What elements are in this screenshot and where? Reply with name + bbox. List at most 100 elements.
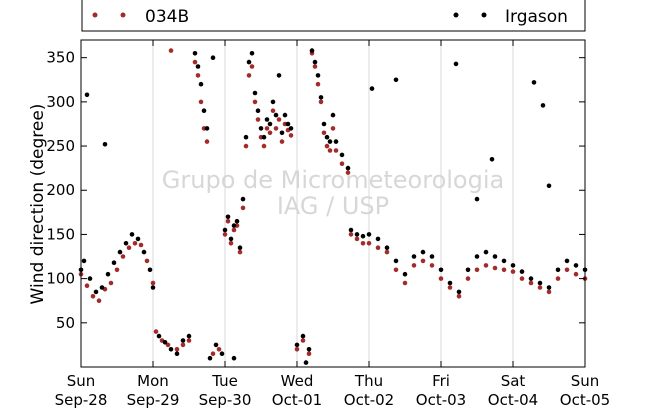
legend-marker-irgason-1 bbox=[453, 12, 459, 18]
point-034b-55 bbox=[315, 81, 321, 87]
point-034b-57 bbox=[321, 130, 327, 136]
point-irgason-51 bbox=[282, 112, 288, 118]
point-irgason-102 bbox=[531, 80, 537, 85]
point-034b-82 bbox=[501, 267, 507, 273]
x-tick-day-4: Thu bbox=[354, 372, 383, 390]
legend-marker-irgason-2 bbox=[481, 12, 487, 18]
point-irgason-26 bbox=[204, 126, 210, 131]
point-irgason-101 bbox=[573, 263, 579, 268]
watermark-line1: Grupo de Micrometeorologia bbox=[162, 166, 504, 194]
point-irgason-54 bbox=[231, 355, 237, 361]
point-irgason-28 bbox=[213, 342, 219, 348]
point-034b-80 bbox=[483, 263, 489, 268]
plot-frame bbox=[80, 39, 586, 368]
point-irgason-4 bbox=[99, 285, 105, 290]
point-034b-61 bbox=[333, 148, 339, 153]
point-irgason-39 bbox=[246, 59, 252, 65]
legend-label-034B: 034B bbox=[145, 7, 189, 27]
point-irgason-35 bbox=[234, 218, 240, 224]
point-irgason-42 bbox=[255, 108, 261, 113]
point-034b-16 bbox=[168, 48, 174, 53]
point-irgason-19 bbox=[174, 351, 180, 357]
point-irgason-17 bbox=[162, 340, 168, 345]
point-irgason-20 bbox=[180, 338, 186, 343]
point-irgason-95 bbox=[519, 269, 525, 274]
point-irgason-84 bbox=[447, 280, 453, 286]
point-034b-26 bbox=[216, 347, 222, 352]
point-irgason-94 bbox=[510, 263, 516, 268]
point-irgason-103 bbox=[540, 103, 546, 108]
point-034b-62 bbox=[339, 161, 345, 166]
point-irgason-36 bbox=[237, 245, 243, 250]
point-034b-2 bbox=[90, 294, 96, 299]
legend-label-irgason: Irgason bbox=[505, 7, 568, 27]
point-034b-29 bbox=[228, 241, 234, 246]
point-034b-59 bbox=[327, 148, 333, 153]
point-irgason-49 bbox=[276, 73, 282, 78]
point-034b-19 bbox=[186, 338, 192, 343]
point-irgason-55 bbox=[294, 342, 300, 348]
point-034b-40 bbox=[261, 143, 267, 149]
point-irgason-3 bbox=[93, 289, 99, 295]
point-irgason-60 bbox=[315, 73, 321, 78]
series-034B-points bbox=[78, 48, 588, 357]
point-034b-43 bbox=[270, 108, 276, 113]
point-034b-6 bbox=[114, 267, 120, 273]
legend-marker-034B-1 bbox=[92, 12, 98, 18]
y-tick-label-300: 300 bbox=[46, 93, 75, 111]
point-034b-25 bbox=[210, 351, 216, 357]
point-034b-87 bbox=[546, 289, 552, 295]
y-tick-label-50: 50 bbox=[56, 314, 75, 332]
gridlines bbox=[152, 40, 514, 367]
point-034b-58 bbox=[324, 143, 330, 149]
point-irgason-70 bbox=[354, 232, 360, 237]
point-irgason-23 bbox=[195, 64, 201, 69]
point-034b-72 bbox=[411, 263, 417, 268]
point-irgason-44 bbox=[261, 134, 267, 140]
point-034b-49 bbox=[288, 133, 294, 138]
y-axis: 50 100 150 200 250 300 350 bbox=[46, 49, 585, 332]
point-irgason-11 bbox=[141, 249, 147, 255]
point-034b-37 bbox=[252, 99, 258, 105]
point-irgason-47 bbox=[270, 99, 276, 105]
x-tick-date-4: Oct-02 bbox=[344, 391, 394, 409]
point-034b-34 bbox=[243, 143, 249, 149]
x-tick-day-5: Fri bbox=[432, 372, 450, 390]
point-irgason-29 bbox=[219, 351, 225, 357]
point-034b-7 bbox=[120, 254, 126, 259]
point-034b-71 bbox=[402, 280, 408, 286]
y-tick-label-250: 250 bbox=[46, 137, 75, 155]
point-034b-46 bbox=[279, 139, 285, 144]
point-034b-5 bbox=[108, 280, 114, 286]
point-034b-1 bbox=[84, 283, 90, 289]
point-irgason-53 bbox=[288, 126, 294, 131]
point-irgason-98 bbox=[546, 285, 552, 290]
point-irgason-40 bbox=[249, 51, 255, 56]
point-irgason-48 bbox=[273, 112, 279, 118]
x-tick-date-2: Sep-30 bbox=[199, 391, 252, 409]
point-irgason-99 bbox=[555, 267, 561, 273]
point-034b-8 bbox=[126, 245, 132, 250]
point-034b-66 bbox=[360, 241, 366, 246]
legend: 034B Irgason bbox=[81, 0, 586, 32]
y-axis-label: Wind direction (degree) bbox=[28, 104, 48, 305]
point-irgason-21 bbox=[186, 333, 192, 339]
point-034b-52 bbox=[306, 351, 312, 357]
point-irgason-89 bbox=[492, 254, 498, 259]
point-034b-86 bbox=[537, 285, 543, 290]
point-034b-88 bbox=[555, 276, 561, 281]
point-irgason-50 bbox=[279, 130, 285, 136]
point-irgason-22 bbox=[192, 51, 198, 56]
x-tick-day-7: Sun bbox=[571, 372, 600, 390]
point-034b-13 bbox=[153, 329, 159, 334]
point-irgason-68 bbox=[345, 165, 351, 171]
point-034b-21 bbox=[195, 73, 201, 78]
point-034b-77 bbox=[456, 294, 462, 299]
point-irgason-65 bbox=[330, 112, 336, 118]
point-irgason-66 bbox=[333, 139, 339, 144]
x-tick-day-3: Wed bbox=[281, 372, 314, 390]
point-034b-22 bbox=[198, 99, 204, 105]
point-034b-36 bbox=[249, 64, 255, 69]
point-irgason-78 bbox=[411, 254, 417, 259]
y-tick-label-100: 100 bbox=[46, 270, 75, 288]
